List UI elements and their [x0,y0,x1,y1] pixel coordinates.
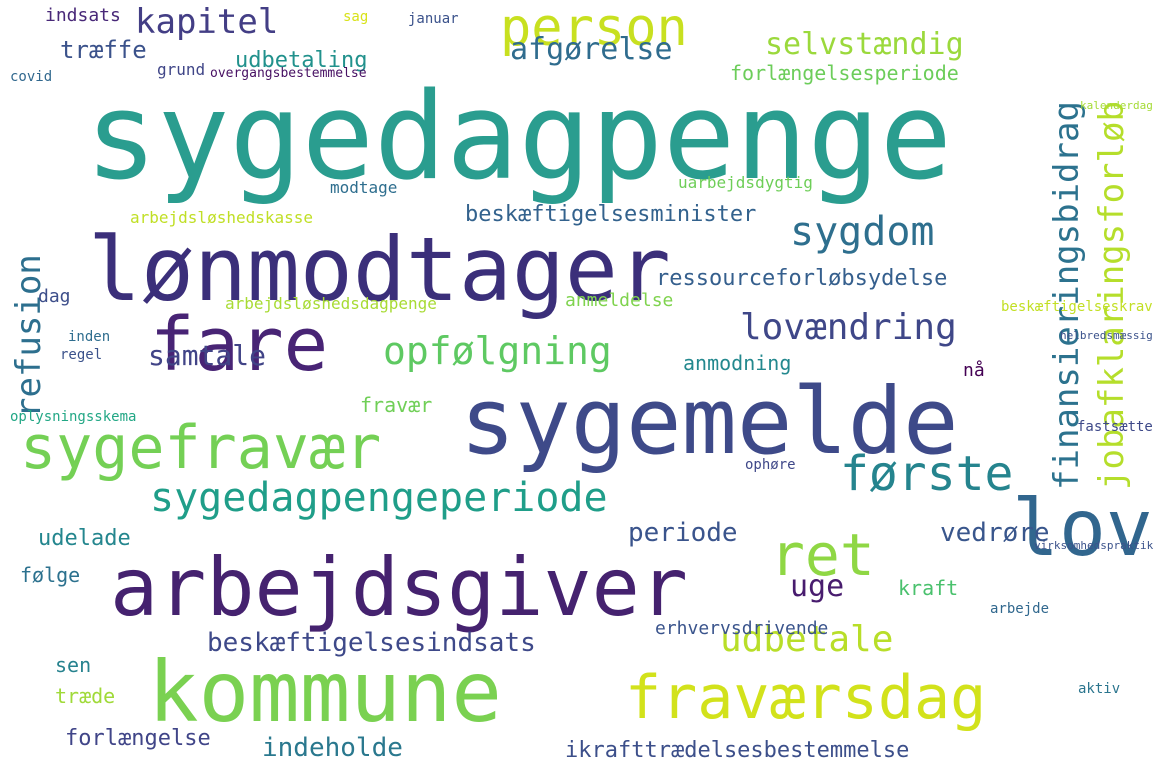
word: dag [38,286,71,307]
word: uge [790,569,845,604]
word: fare [150,302,329,388]
word: modtage [330,178,398,197]
word: sag [343,9,369,25]
word: kalenderdag [1080,99,1153,112]
word: sygefravær [20,413,382,483]
word: indsats [45,5,121,26]
word: arbejdsgiver [110,541,688,634]
word: helbredsmæssig [1060,329,1153,342]
word: selvstændig [765,27,964,62]
word: forlængelsesperiode [730,61,959,85]
word: ikrafttrædelsesbestemmelse [565,738,910,763]
word: beskæftigelsesindsats [207,628,536,658]
word: refusion [9,254,49,418]
word: vedrøre [940,518,1050,548]
word: uarbejdsdygtig [678,173,813,192]
word: periode [628,518,738,548]
word: afgørelse [510,32,673,67]
word: anmeldelse [565,290,674,311]
word: udbetale [720,619,894,660]
word: fastsætte [1077,419,1153,435]
word: arbejdsløshedsdagpenge [225,294,437,313]
word: person [500,0,688,58]
word: inden [68,329,111,345]
word: første [840,446,1014,502]
word: kapitel [135,2,279,42]
word: ret [770,521,875,589]
word: virksomhedspraktik [1034,539,1154,552]
word: træffe [60,36,147,64]
word: ressourceforløbsydelse [656,266,948,291]
word: aktiv [1078,681,1121,697]
word: fraværsdag [625,663,987,733]
word: sygemelde [460,368,959,475]
word: kraft [898,576,959,600]
word: indeholde [262,733,403,763]
word: sen [55,653,92,677]
word: erhvervsdrivende [655,618,829,639]
word: træde [55,684,116,708]
word: kommune [148,643,503,741]
word: udbetaling [235,48,368,73]
word: opfølgning [383,329,612,373]
word: beskæftigelseskrav [1001,299,1153,315]
word: forlængelse [65,726,211,751]
word: lovændring [740,307,957,348]
word: sygedagpengeperiode [150,475,608,521]
word: udelade [38,526,131,551]
word: anmodning [683,351,792,375]
word: nå [963,360,985,381]
word: lønmodtager [88,218,671,321]
word: grund [157,60,206,79]
word: overgangsbestemmelse [210,66,367,81]
word: fravær [360,393,433,417]
word: samtale [148,339,267,372]
word: covid [10,69,53,85]
word: følge [20,563,81,587]
word: sygdom [790,209,935,255]
word: sygedagpenge [85,68,952,207]
word: januar [408,11,459,27]
word: ophøre [745,457,796,473]
word: arbejdsløshedskasse [130,208,314,227]
word: arbejde [990,601,1050,617]
word: beskæftigelsesminister [465,202,757,227]
word: oplysningsskema [10,409,137,425]
word: lov [1012,484,1153,574]
word: regel [60,347,103,363]
